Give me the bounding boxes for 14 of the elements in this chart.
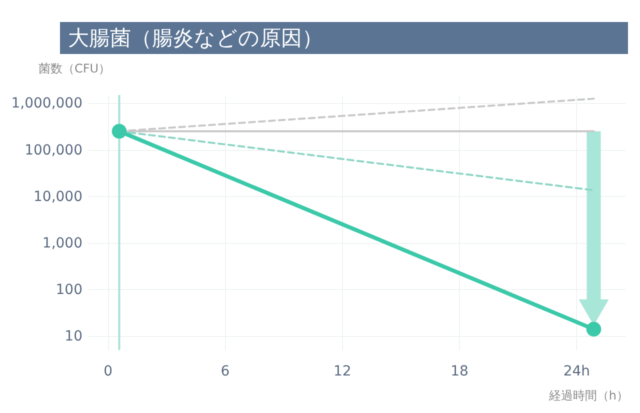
y-tick-label: 1,000,000 (11, 96, 82, 112)
x-tick-label: 12 (333, 364, 352, 380)
x-axis-title: 経過時間（h） (548, 388, 628, 402)
chart-title: 大腸菌（腸炎などの原因） (60, 22, 628, 54)
y-tick-label: 1,000 (42, 235, 82, 252)
y-tick-label: 10 (64, 328, 82, 344)
x-tick-label: 18 (450, 364, 468, 380)
x-tick-label: 6 (220, 364, 230, 380)
y-tick-label: 100 (56, 282, 82, 298)
y-axis-title: 菌数（CFU） (38, 62, 111, 76)
y-tick-label: 10,000 (34, 188, 82, 205)
y-tick-label: 100,000 (24, 142, 82, 158)
x-tick-label: 24h (563, 364, 590, 380)
x-tick-label: 0 (104, 364, 112, 380)
